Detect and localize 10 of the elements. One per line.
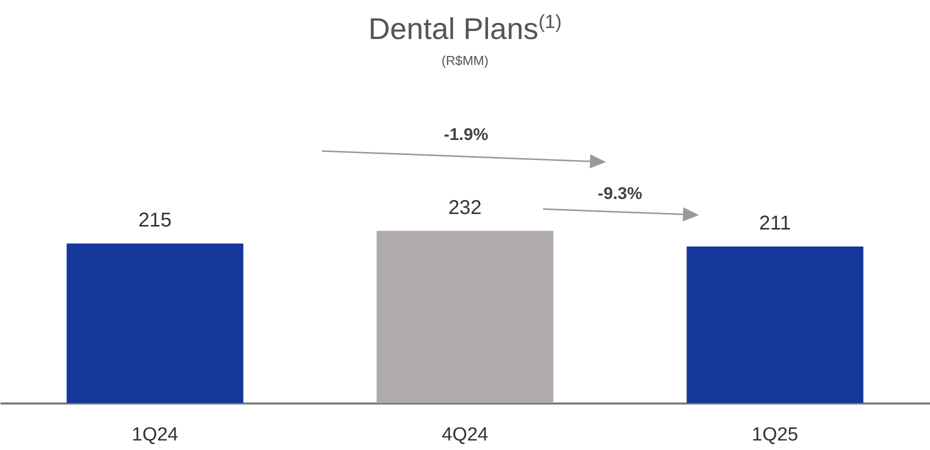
data-label: 211 — [759, 212, 791, 235]
x-tick-label: 1Q24 — [132, 424, 179, 446]
text: -1.9% — [444, 125, 488, 144]
text: -9.3% — [598, 184, 642, 203]
data-label: 232 — [448, 196, 482, 219]
chart-subtitle: (R$MM) — [440, 53, 490, 68]
data-label: 215 — [138, 210, 172, 232]
chart-title: Dental Plans$^{(1)}$ — [367, 12, 563, 47]
x-tick-label: 1Q25 — [752, 424, 798, 446]
x-tick-label: 4Q24 — [442, 424, 489, 446]
